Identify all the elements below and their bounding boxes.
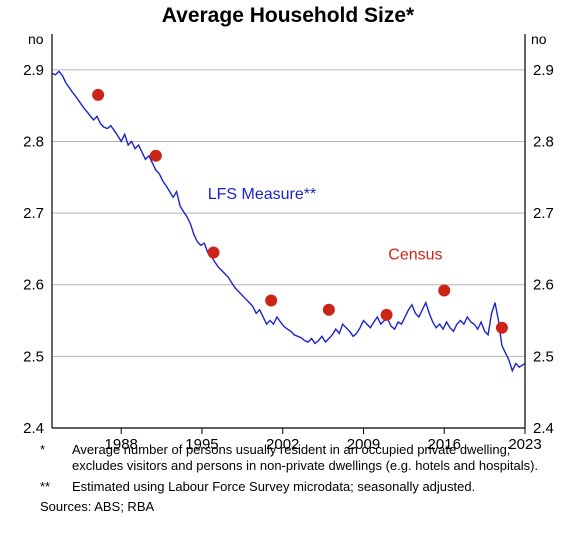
ytick-right: 2.6 xyxy=(533,277,554,294)
unit-label-left: no xyxy=(28,31,44,47)
census-marker xyxy=(150,150,162,162)
lfs-line xyxy=(52,71,525,370)
census-marker xyxy=(381,309,393,321)
footnote-text-1: Average number of persons usually reside… xyxy=(72,442,540,475)
census-marker xyxy=(92,89,104,101)
ytick-left: 2.9 xyxy=(23,62,44,79)
lfs-label: LFS Measure** xyxy=(208,186,317,203)
ytick-right: 2.4 xyxy=(533,420,554,437)
ytick-left: 2.8 xyxy=(23,133,44,150)
ytick-right: 2.7 xyxy=(533,205,554,222)
ytick-right: 2.9 xyxy=(533,62,554,79)
footnote-double-star: ** xyxy=(40,479,58,495)
census-marker xyxy=(265,294,277,306)
footnote-text-2: Estimated using Labour Force Survey micr… xyxy=(72,479,540,495)
ytick-right: 2.5 xyxy=(533,348,554,365)
unit-label-right: no xyxy=(531,31,547,47)
census-marker xyxy=(438,284,450,296)
ytick-left: 2.4 xyxy=(23,420,44,437)
census-marker xyxy=(496,322,508,334)
census-label: Census xyxy=(388,247,442,264)
ytick-left: 2.5 xyxy=(23,348,44,365)
census-marker xyxy=(208,246,220,258)
sources-line: Sources: ABS; RBA xyxy=(40,499,540,515)
chart-container: Average Household Size* 2.42.42.52.52.62… xyxy=(0,0,576,541)
footnotes: * Average number of persons usually resi… xyxy=(40,442,540,515)
footnote-star: * xyxy=(40,442,58,458)
ytick-left: 2.6 xyxy=(23,277,44,294)
census-marker xyxy=(323,304,335,316)
ytick-left: 2.7 xyxy=(23,205,44,222)
ytick-right: 2.8 xyxy=(533,133,554,150)
